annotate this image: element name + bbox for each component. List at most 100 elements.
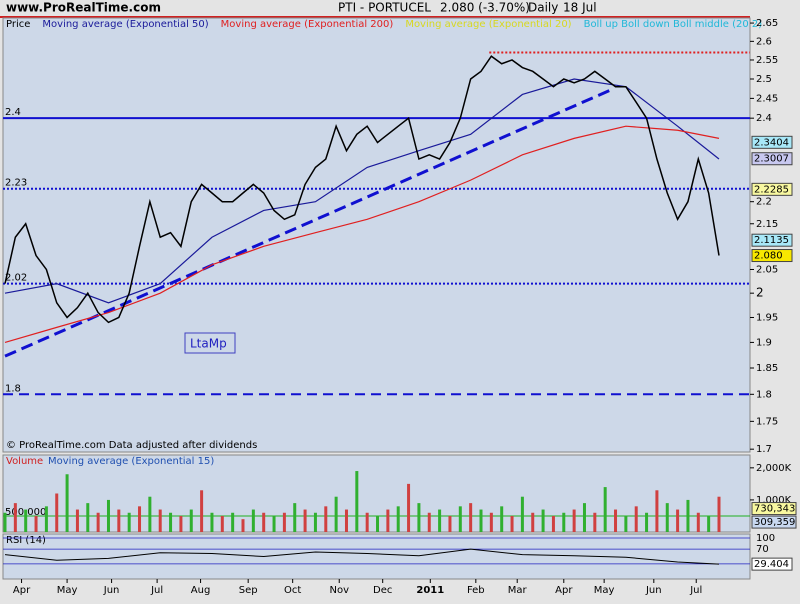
y-tick-label: 2.55 xyxy=(756,55,778,66)
volume-bar xyxy=(200,490,204,532)
value-box xyxy=(751,182,793,196)
volume-bar xyxy=(148,496,152,532)
y-tick-label: 100 xyxy=(756,533,775,544)
volume-bar xyxy=(86,503,90,532)
y-tick-label: 2,000K xyxy=(756,463,792,474)
volume-bar xyxy=(241,519,245,532)
x-tick-label: Jun xyxy=(103,585,120,596)
volume-bar xyxy=(510,515,514,532)
volume-bar xyxy=(24,509,28,532)
y-tick-label: 1.75 xyxy=(756,416,778,427)
value-box xyxy=(751,152,793,166)
volume-bar xyxy=(479,509,483,532)
volume-bar xyxy=(531,512,535,532)
y-tick-label: 2.4 xyxy=(756,113,772,124)
volume-bar xyxy=(572,509,576,532)
volume-bar xyxy=(334,496,338,532)
y-tick-label: 2.05 xyxy=(756,264,778,275)
value-box xyxy=(751,249,793,263)
annotation: LtaMp xyxy=(190,337,227,351)
volume-bar xyxy=(3,512,7,532)
value-box xyxy=(751,515,797,529)
value-box-label: 2.2285 xyxy=(754,184,789,195)
x-tick-label: Aug xyxy=(191,585,211,596)
value-box-label: 2.3007 xyxy=(754,154,789,165)
legend-entry: Moving average (Exponential 200) xyxy=(221,19,394,30)
x-tick-label: Feb xyxy=(467,585,485,596)
value-box-label: 2.1135 xyxy=(754,235,789,246)
volume-bar xyxy=(427,512,431,532)
volume-bar xyxy=(313,512,317,532)
volume-bar xyxy=(655,490,659,532)
value-box xyxy=(751,233,793,247)
volume-bar xyxy=(582,503,586,532)
volume-bar xyxy=(179,515,183,532)
volume-bar xyxy=(489,512,493,532)
price-line xyxy=(4,55,720,324)
x-tick-label: Sep xyxy=(239,585,258,596)
y-tick-label: 1.8 xyxy=(756,389,772,400)
volume-bar xyxy=(676,509,680,532)
volume-bar xyxy=(500,506,504,532)
value-box xyxy=(751,502,797,516)
volume-bar xyxy=(438,509,442,532)
level-label: 2.02 xyxy=(5,273,27,284)
rsi-panel xyxy=(2,533,751,580)
volume-bar xyxy=(324,506,328,532)
volume-bar xyxy=(303,509,307,532)
volume-bar xyxy=(282,512,286,532)
y-tick-label: 2.45 xyxy=(756,93,778,104)
volume-bar xyxy=(272,515,276,532)
volume-bar xyxy=(210,512,214,532)
volume-title: Volume xyxy=(6,456,43,467)
volume-bar xyxy=(75,509,79,532)
volume-bar xyxy=(624,515,628,532)
y-tick-label: 2.65 xyxy=(756,18,778,29)
volume-bar xyxy=(365,512,369,532)
value-box-label: 2.080 xyxy=(754,251,783,262)
x-tick-label: Apr xyxy=(13,585,31,596)
y-tick-label: 2 xyxy=(756,286,764,300)
y-tick-label: 2.15 xyxy=(756,219,778,230)
x-tick-label: 2011 xyxy=(416,585,444,596)
ma-line xyxy=(4,78,720,304)
rsi-line xyxy=(4,548,720,565)
x-tick-label: Dec xyxy=(373,585,392,596)
annotation-box xyxy=(184,332,236,354)
volume-bar xyxy=(417,503,421,532)
x-tick-label: Nov xyxy=(329,585,349,596)
volume-bar xyxy=(562,512,566,532)
volume-bar xyxy=(117,509,121,532)
volume-bar xyxy=(355,471,359,532)
volume-bar xyxy=(469,503,473,532)
y-tick-label: 1.85 xyxy=(756,363,778,374)
quote: 2.080 (-3.70%) xyxy=(440,1,530,15)
legend-entry: Price xyxy=(6,19,30,30)
rsi-title: RSI (14) xyxy=(6,535,46,546)
legend-entry: Moving average (Exponential 50) xyxy=(42,19,208,30)
trendline xyxy=(4,89,610,358)
y-tick-label: 2.2 xyxy=(756,197,772,208)
volume-bar xyxy=(189,509,193,532)
volume-bar xyxy=(231,512,235,532)
volume-bar xyxy=(106,499,110,532)
top-bar xyxy=(0,16,750,18)
volume-bar xyxy=(127,512,131,532)
y-tick-label: 70 xyxy=(756,544,769,555)
volume-bar xyxy=(376,515,380,532)
volume-bar xyxy=(458,506,462,532)
x-tick-label: May xyxy=(57,585,78,596)
value-box-label: 730,343 xyxy=(754,504,795,515)
y-tick-label: 1.95 xyxy=(756,312,778,323)
volume-bar xyxy=(96,512,100,532)
volume-bar xyxy=(696,512,700,532)
volume-bar xyxy=(262,512,266,532)
symbol: PTI - PORTUCEL xyxy=(338,1,431,15)
y-tick-label: 2.6 xyxy=(756,36,772,47)
volume-bar xyxy=(614,509,618,532)
period: Daily xyxy=(528,1,558,15)
volume-bar xyxy=(138,506,142,532)
y-tick-label: 1,000K xyxy=(756,495,792,506)
ma-line xyxy=(4,125,720,343)
